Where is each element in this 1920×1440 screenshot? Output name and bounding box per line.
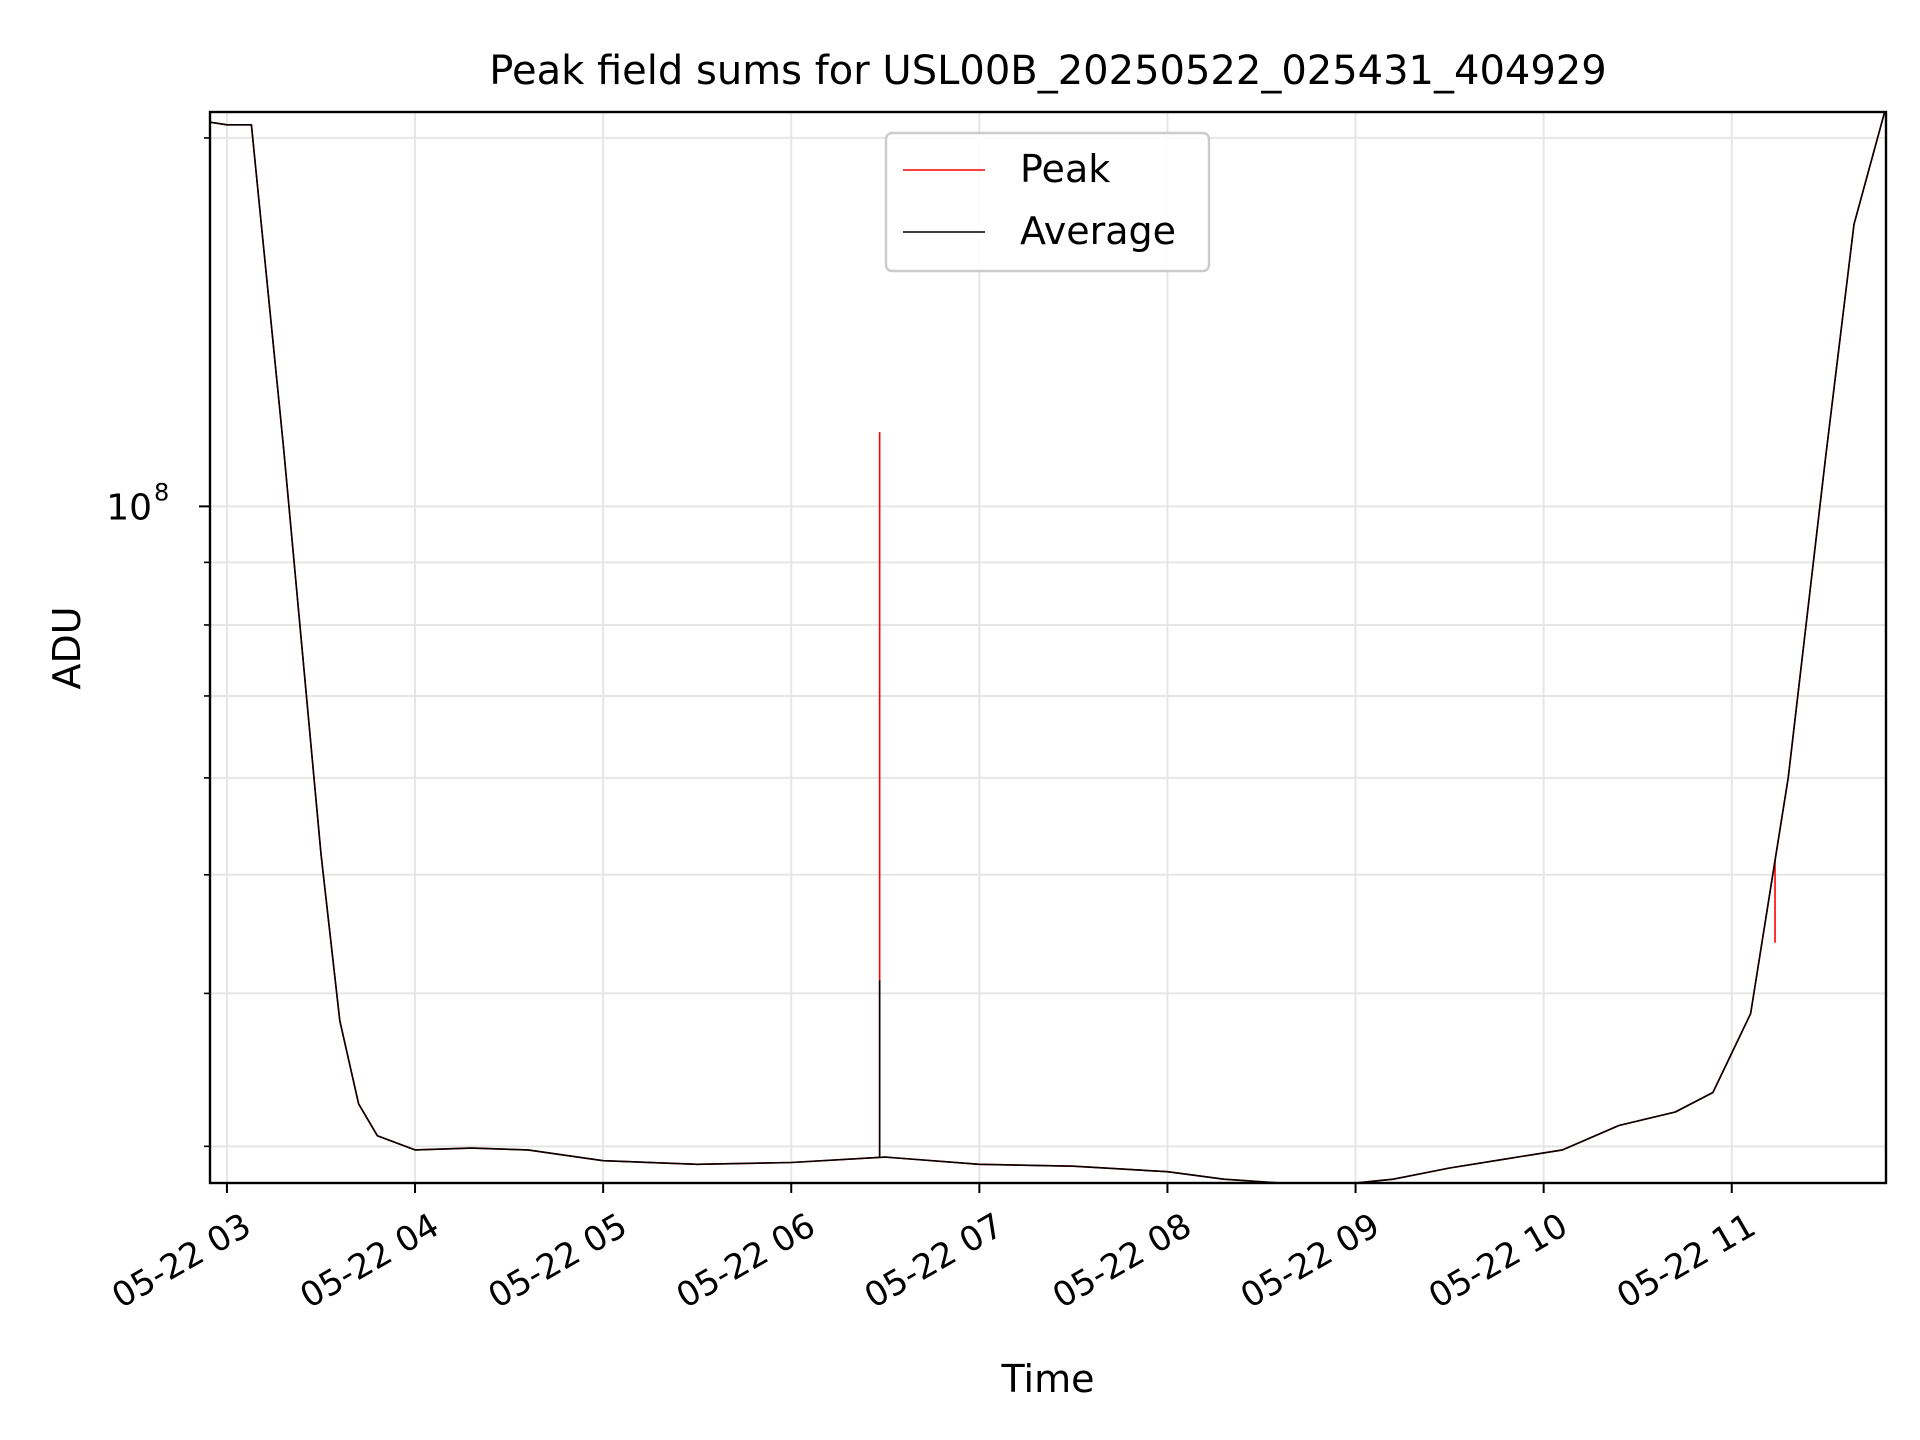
y-tick-label-exponent: 8 [154,478,169,506]
legend-average-label: Average [1020,209,1176,253]
legend: Peak Average [884,131,1211,273]
y-axis-label: ADU [45,606,89,689]
x-axis-label: Time [1001,1357,1095,1401]
average-series-line [210,112,1886,1183]
series-layer [210,112,1886,1183]
chart-title: Peak field sums for USL00B_20250522_0254… [489,48,1606,94]
plot-frame [208,110,1888,1185]
y-tick-label-base: 10 [106,487,152,528]
grid [210,112,1886,1183]
legend-peak-label: Peak [1020,147,1110,191]
legend-box [884,131,1211,273]
